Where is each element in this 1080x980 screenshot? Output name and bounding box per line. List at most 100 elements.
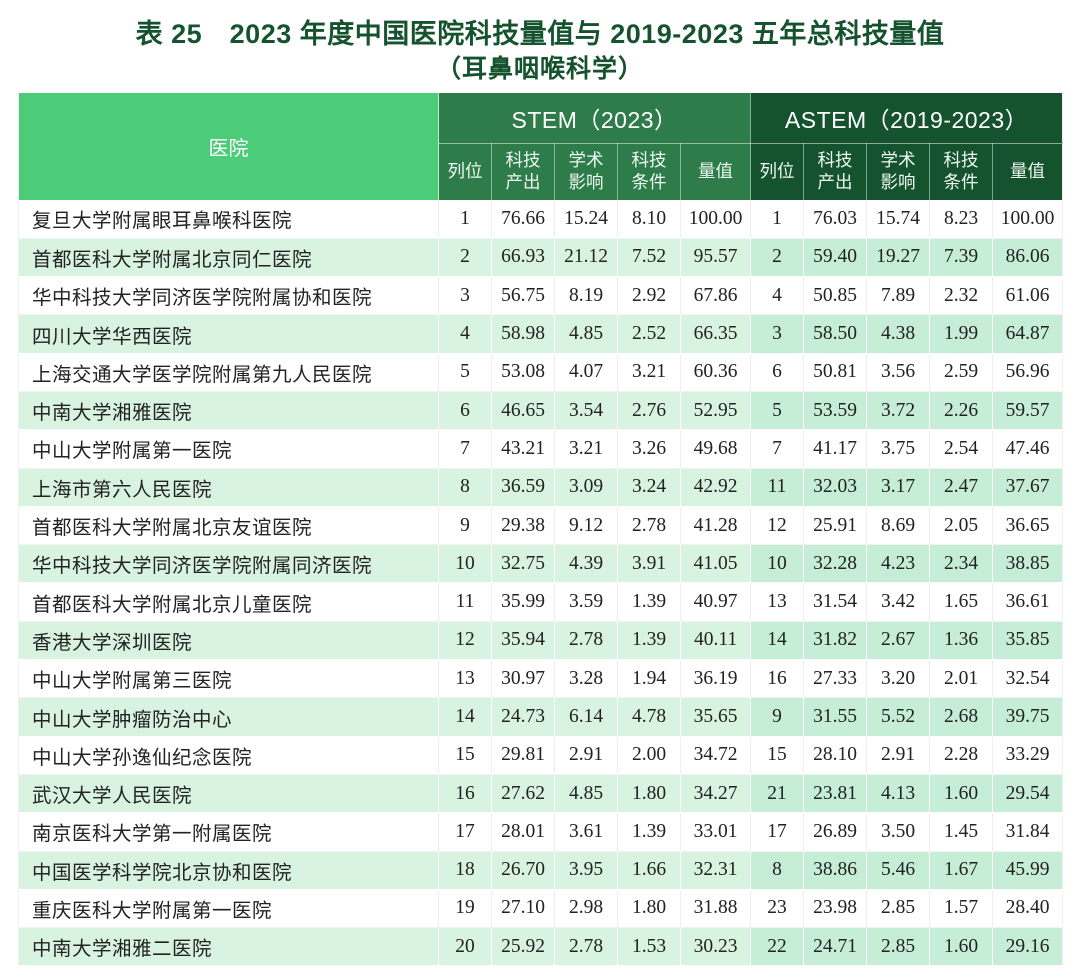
stem-condition-value: 8.10 [617,200,681,239]
stem-condition-value: 2.76 [617,391,681,431]
stem-rank-value: 9 [438,506,492,546]
stem-impact-value: 6.14 [554,697,618,737]
hospital-name: 上海交通大学医学院附属第九人民医院 [18,353,439,392]
hospital-name: 中山大学肿瘤防治中心 [18,697,439,737]
hospital-name: 首都医科大学附属北京同仁医院 [18,238,439,278]
column-group-astem: ASTEM（2019-2023） [750,93,1063,144]
astem-output-value: 32.03 [803,468,868,507]
table-row: 中南大学湘雅医院 6 46.65 3.54 2.76 52.95 5 53.59… [18,391,1063,431]
column-header-stem-rank: 列位 [438,143,492,200]
astem-rank-value: 21 [750,774,805,814]
astem-total-value: 29.16 [992,927,1063,967]
stem-impact-value: 2.98 [554,889,618,929]
column-header-stem-condition: 科技 条件 [617,143,681,200]
stem-output-value: 29.81 [491,736,555,775]
astem-output-value: 23.98 [803,889,868,929]
stem-rank-value: 11 [438,582,492,622]
table-row: 南京医科大学第一附属医院 17 28.01 3.61 1.39 33.01 17… [18,812,1063,852]
astem-total-value: 61.06 [992,276,1063,316]
stem-impact-value: 2.91 [554,736,618,775]
stem-output-value: 56.75 [491,276,555,316]
astem-output-value: 58.50 [803,314,868,354]
stem-total-value: 35.65 [680,697,752,737]
column-header-stem-value: 量值 [680,143,752,200]
stem-output-value: 66.93 [491,238,555,278]
stem-output-value: 76.66 [491,200,555,239]
astem-output-value: 38.86 [803,851,868,890]
hospital-name: 上海市第六人民医院 [18,468,439,507]
stem-output-value: 35.99 [491,582,555,622]
group-header-row: 医院 STEM（2023） ASTEM（2019-2023） [18,93,1063,200]
astem-total-value: 64.87 [992,314,1063,354]
stem-impact-value: 3.54 [554,391,618,431]
astem-impact-value: 4.23 [866,544,931,584]
stem-output-value: 35.94 [491,621,555,661]
astem-total-value: 59.57 [992,391,1063,431]
stem-condition-value: 4.78 [617,697,681,737]
stem-output-value: 26.70 [491,851,555,890]
astem-condition-value: 2.28 [929,736,994,775]
astem-impact-value: 15.74 [866,200,931,239]
astem-output-value: 28.10 [803,736,868,775]
stem-condition-value: 7.52 [617,238,681,278]
astem-rank-value: 13 [750,582,805,622]
hospital-name: 香港大学深圳医院 [18,621,439,661]
astem-total-value: 39.75 [992,697,1063,737]
astem-output-value: 26.89 [803,812,868,852]
astem-output-value: 50.81 [803,353,868,392]
astem-impact-value: 19.27 [866,238,931,278]
astem-condition-value: 1.45 [929,812,994,852]
stem-condition-value: 1.80 [617,889,681,929]
stem-impact-value: 8.19 [554,276,618,316]
astem-rank-value: 5 [750,391,805,431]
hospital-name: 武汉大学人民医院 [18,774,439,814]
hospital-name: 华中科技大学同济医学院附属协和医院 [18,276,439,316]
table-row: 中南大学湘雅二医院 20 25.92 2.78 1.53 30.23 22 24… [18,927,1063,967]
stem-output-value: 32.75 [491,544,555,584]
stem-rank-value: 10 [438,544,492,584]
astem-rank-value: 7 [750,429,805,469]
stem-condition-value: 3.21 [617,353,681,392]
astem-impact-value: 3.72 [866,391,931,431]
stem-total-value: 34.72 [680,736,752,775]
stem-condition-value: 1.66 [617,851,681,890]
astem-output-value: 31.54 [803,582,868,622]
table-row: 中国医学科学院北京协和医院 18 26.70 3.95 1.66 32.31 8… [18,851,1063,890]
table-row: 中山大学孙逸仙纪念医院 15 29.81 2.91 2.00 34.72 15 … [18,736,1063,775]
table-row: 首都医科大学附属北京儿童医院 11 35.99 3.59 1.39 40.97 … [18,582,1063,622]
stem-output-value: 29.38 [491,506,555,546]
stem-total-value: 32.31 [680,851,752,890]
astem-output-value: 53.59 [803,391,868,431]
table-row: 四川大学华西医院 4 58.98 4.85 2.52 66.35 3 58.50… [18,314,1063,354]
astem-total-value: 28.40 [992,889,1063,929]
stem-impact-value: 4.39 [554,544,618,584]
astem-impact-value: 3.17 [866,468,931,507]
astem-rank-value: 14 [750,621,805,661]
astem-impact-value: 2.85 [866,889,931,929]
stem-output-value: 27.10 [491,889,555,929]
astem-condition-value: 7.39 [929,238,994,278]
hospital-name: 中南大学湘雅医院 [18,391,439,431]
astem-output-value: 27.33 [803,659,868,699]
stem-condition-value: 2.78 [617,506,681,546]
table-row: 华中科技大学同济医学院附属协和医院 3 56.75 8.19 2.92 67.8… [18,276,1063,316]
table-row: 复旦大学附属眼耳鼻喉科医院 1 76.66 15.24 8.10 100.00 … [18,200,1063,239]
stem-total-value: 41.05 [680,544,752,584]
hospital-name: 首都医科大学附属北京儿童医院 [18,582,439,622]
astem-output-value: 41.17 [803,429,868,469]
astem-rank-value: 17 [750,812,805,852]
stem-total-value: 41.28 [680,506,752,546]
stem-condition-value: 1.39 [617,582,681,622]
table-header: 医院 STEM（2023） ASTEM（2019-2023） 列位 科技 产出 … [18,93,1063,200]
stem-rank-value: 6 [438,391,492,431]
astem-total-value: 100.00 [992,200,1063,239]
table-subtitle: （耳鼻咽喉科学） [435,55,644,83]
astem-condition-value: 1.99 [929,314,994,354]
astem-rank-value: 8 [750,851,805,890]
stem-total-value: 33.01 [680,812,752,852]
stem-total-value: 31.88 [680,889,752,929]
table-row: 首都医科大学附属北京友谊医院 9 29.38 9.12 2.78 41.28 1… [18,506,1063,546]
astem-impact-value: 2.85 [866,927,931,967]
stem-rank-value: 3 [438,276,492,316]
hospital-name: 华中科技大学同济医学院附属同济医院 [18,544,439,584]
